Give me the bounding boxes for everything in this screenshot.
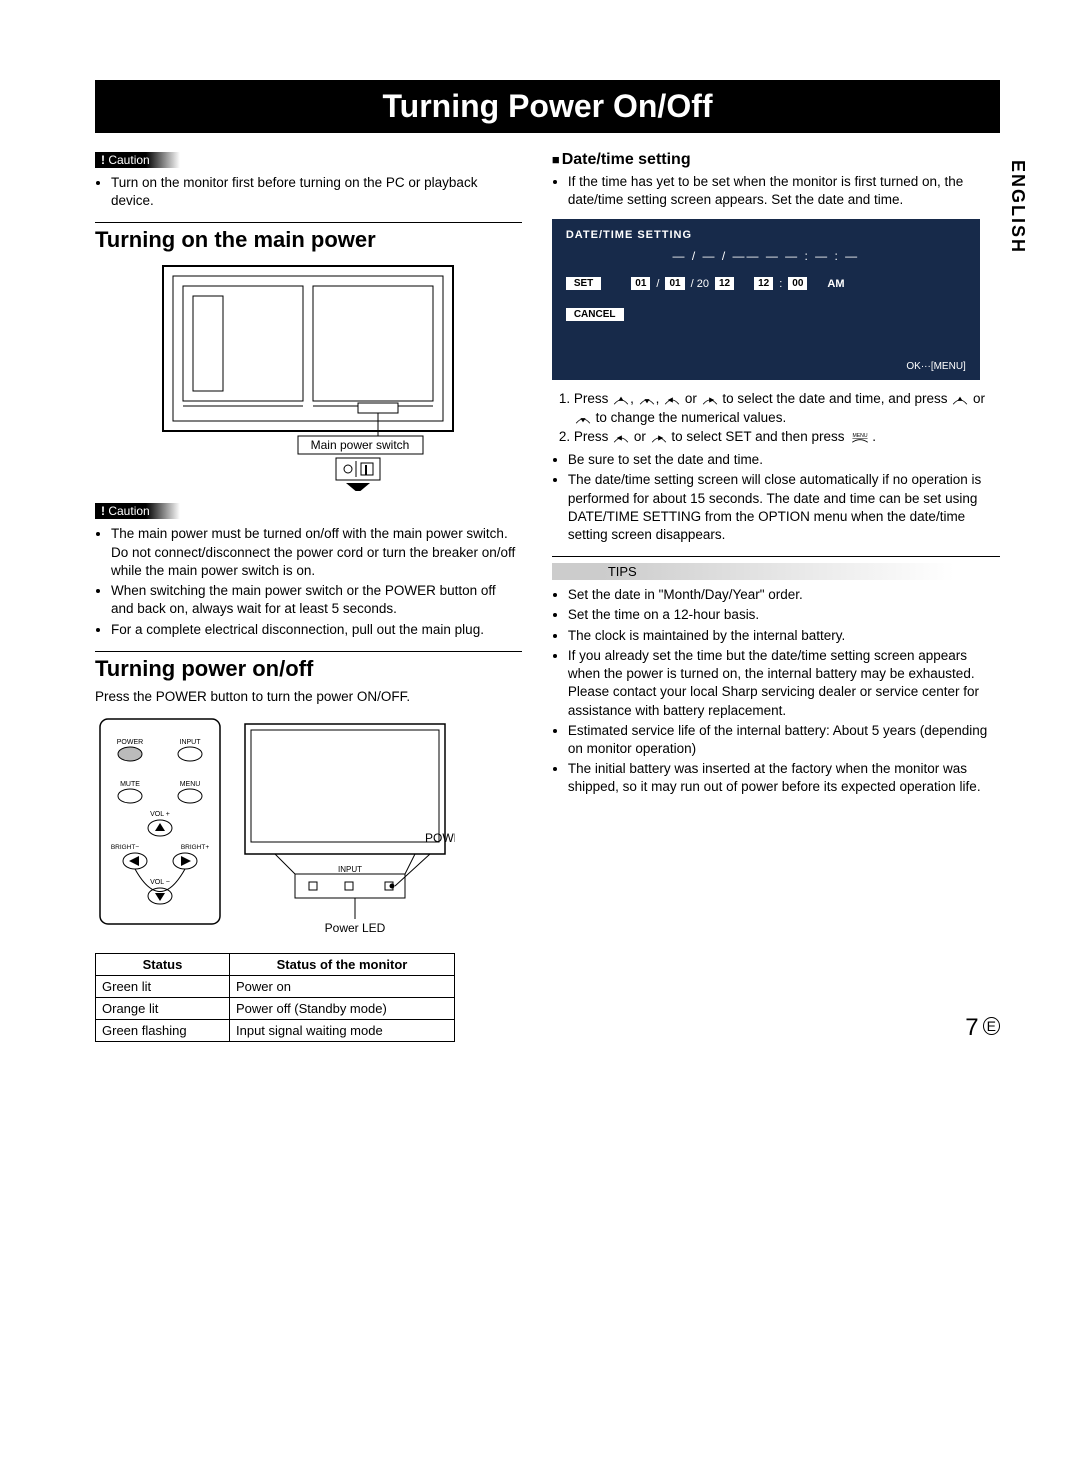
osd-cancel-button: CANCEL (566, 308, 624, 321)
post-step-list: Be sure to set the date and time. The da… (552, 451, 1000, 544)
list-item: The initial battery was inserted at the … (568, 760, 1000, 796)
list-item: Press or to select SET and then press ME… (574, 428, 1000, 447)
osd-footer: OK···[MENU] (566, 361, 966, 372)
osd-date-yy: 12 (715, 277, 734, 290)
list-item: Press , , or to select the date and time… (574, 390, 1000, 428)
page-title: Turning Power On/Off (95, 80, 1000, 133)
list-item: Set the time on a 12-hour basis. (568, 606, 1000, 624)
left-icon (612, 432, 630, 444)
osd-placeholder-line: — / — / —— — — : — : — (566, 249, 966, 263)
svg-text:INPUT: INPUT (338, 865, 362, 874)
left-column: Caution Turn on the monitor first before… (95, 151, 522, 1042)
steps-list: Press , , or to select the date and time… (552, 390, 1000, 447)
list-item: The clock is maintained by the internal … (568, 627, 1000, 645)
svg-text:VOL +: VOL + (150, 811, 170, 818)
osd-ampm: AM (827, 278, 844, 290)
list-item: Estimated service life of the internal b… (568, 722, 1000, 758)
right-icon (701, 394, 719, 406)
svg-text:MENU: MENU (853, 433, 868, 439)
up-icon (612, 394, 630, 406)
language-tab: ENGLISH (1007, 160, 1028, 254)
osd-screen: DATE/TIME SETTING — / — / —— — — : — : —… (552, 219, 980, 380)
menu-icon: MENU (848, 432, 872, 444)
up-icon (951, 394, 969, 406)
svg-text:VOL −: VOL − (150, 879, 170, 886)
list-item: The date/time setting screen will close … (568, 471, 1000, 544)
table-row: Green litPower on (96, 975, 455, 997)
status-table: Status Status of the monitor Green litPo… (95, 953, 455, 1042)
list-item: If the time has yet to be set when the m… (568, 173, 1000, 209)
osd-date-mm: 01 (631, 277, 650, 290)
osd-time-hh: 12 (754, 277, 773, 290)
list-item: Be sure to set the date and time. (568, 451, 1000, 469)
table-header: Status of the monitor (230, 953, 455, 975)
section-heading-power-onoff: Turning power on/off (95, 651, 522, 682)
table-row: Orange litPower off (Standby mode) (96, 997, 455, 1019)
section2-intro: Press the POWER button to turn the power… (95, 688, 522, 706)
tips-list: Set the date in "Month/Day/Year" order. … (552, 586, 1000, 796)
main-power-switch-label: Main power switch (311, 438, 410, 452)
page-number: 7E (965, 1014, 1000, 1042)
down-icon (574, 413, 592, 425)
list-item: Set the date in "Month/Day/Year" order. (568, 586, 1000, 604)
right-column: Date/time setting If the time has yet to… (552, 151, 1000, 1042)
left-icon (663, 394, 681, 406)
caution1-list: Turn on the monitor first before turning… (95, 174, 522, 210)
down-icon (638, 394, 656, 406)
list-item: When switching the main power switch or … (111, 582, 522, 618)
osd-set-button: SET (566, 277, 601, 290)
datetime-intro: If the time has yet to be set when the m… (552, 173, 1000, 209)
list-item: For a complete electrical disconnection,… (111, 621, 522, 639)
table-row: Green flashingInput signal waiting mode (96, 1019, 455, 1041)
remote-monitor-diagram: POWER INPUT MUTE MENU VOL + BRIGHT− BRIG… (95, 714, 455, 949)
osd-date-dd: 01 (665, 277, 684, 290)
power-button-callout: POWER button (425, 831, 455, 845)
list-item: Turn on the monitor first before turning… (111, 174, 522, 210)
monitor-back-diagram: Main power switch (158, 261, 458, 496)
svg-text:BRIGHT−: BRIGHT− (111, 844, 140, 851)
section-heading-main-power: Turning on the main power (95, 222, 522, 253)
power-led-callout: Power LED (325, 921, 386, 935)
svg-text:POWER: POWER (117, 739, 143, 746)
list-item: The main power must be turned on/off wit… (111, 525, 522, 580)
osd-title: DATE/TIME SETTING (566, 229, 966, 241)
svg-text:MUTE: MUTE (120, 781, 140, 788)
caution-label: Caution (95, 152, 180, 168)
subsection-heading-datetime: Date/time setting (552, 151, 1000, 169)
caution2-list: The main power must be turned on/off wit… (95, 525, 522, 638)
table-header: Status (96, 953, 230, 975)
osd-time-mm: 00 (788, 277, 807, 290)
list-item: If you already set the time but the date… (568, 647, 1000, 720)
svg-text:BRIGHT+: BRIGHT+ (181, 844, 210, 851)
svg-text:MENU: MENU (180, 781, 201, 788)
caution-label: Caution (95, 503, 180, 519)
right-icon (650, 432, 668, 444)
tips-label: TIPS (552, 563, 954, 580)
svg-text:INPUT: INPUT (180, 739, 202, 746)
